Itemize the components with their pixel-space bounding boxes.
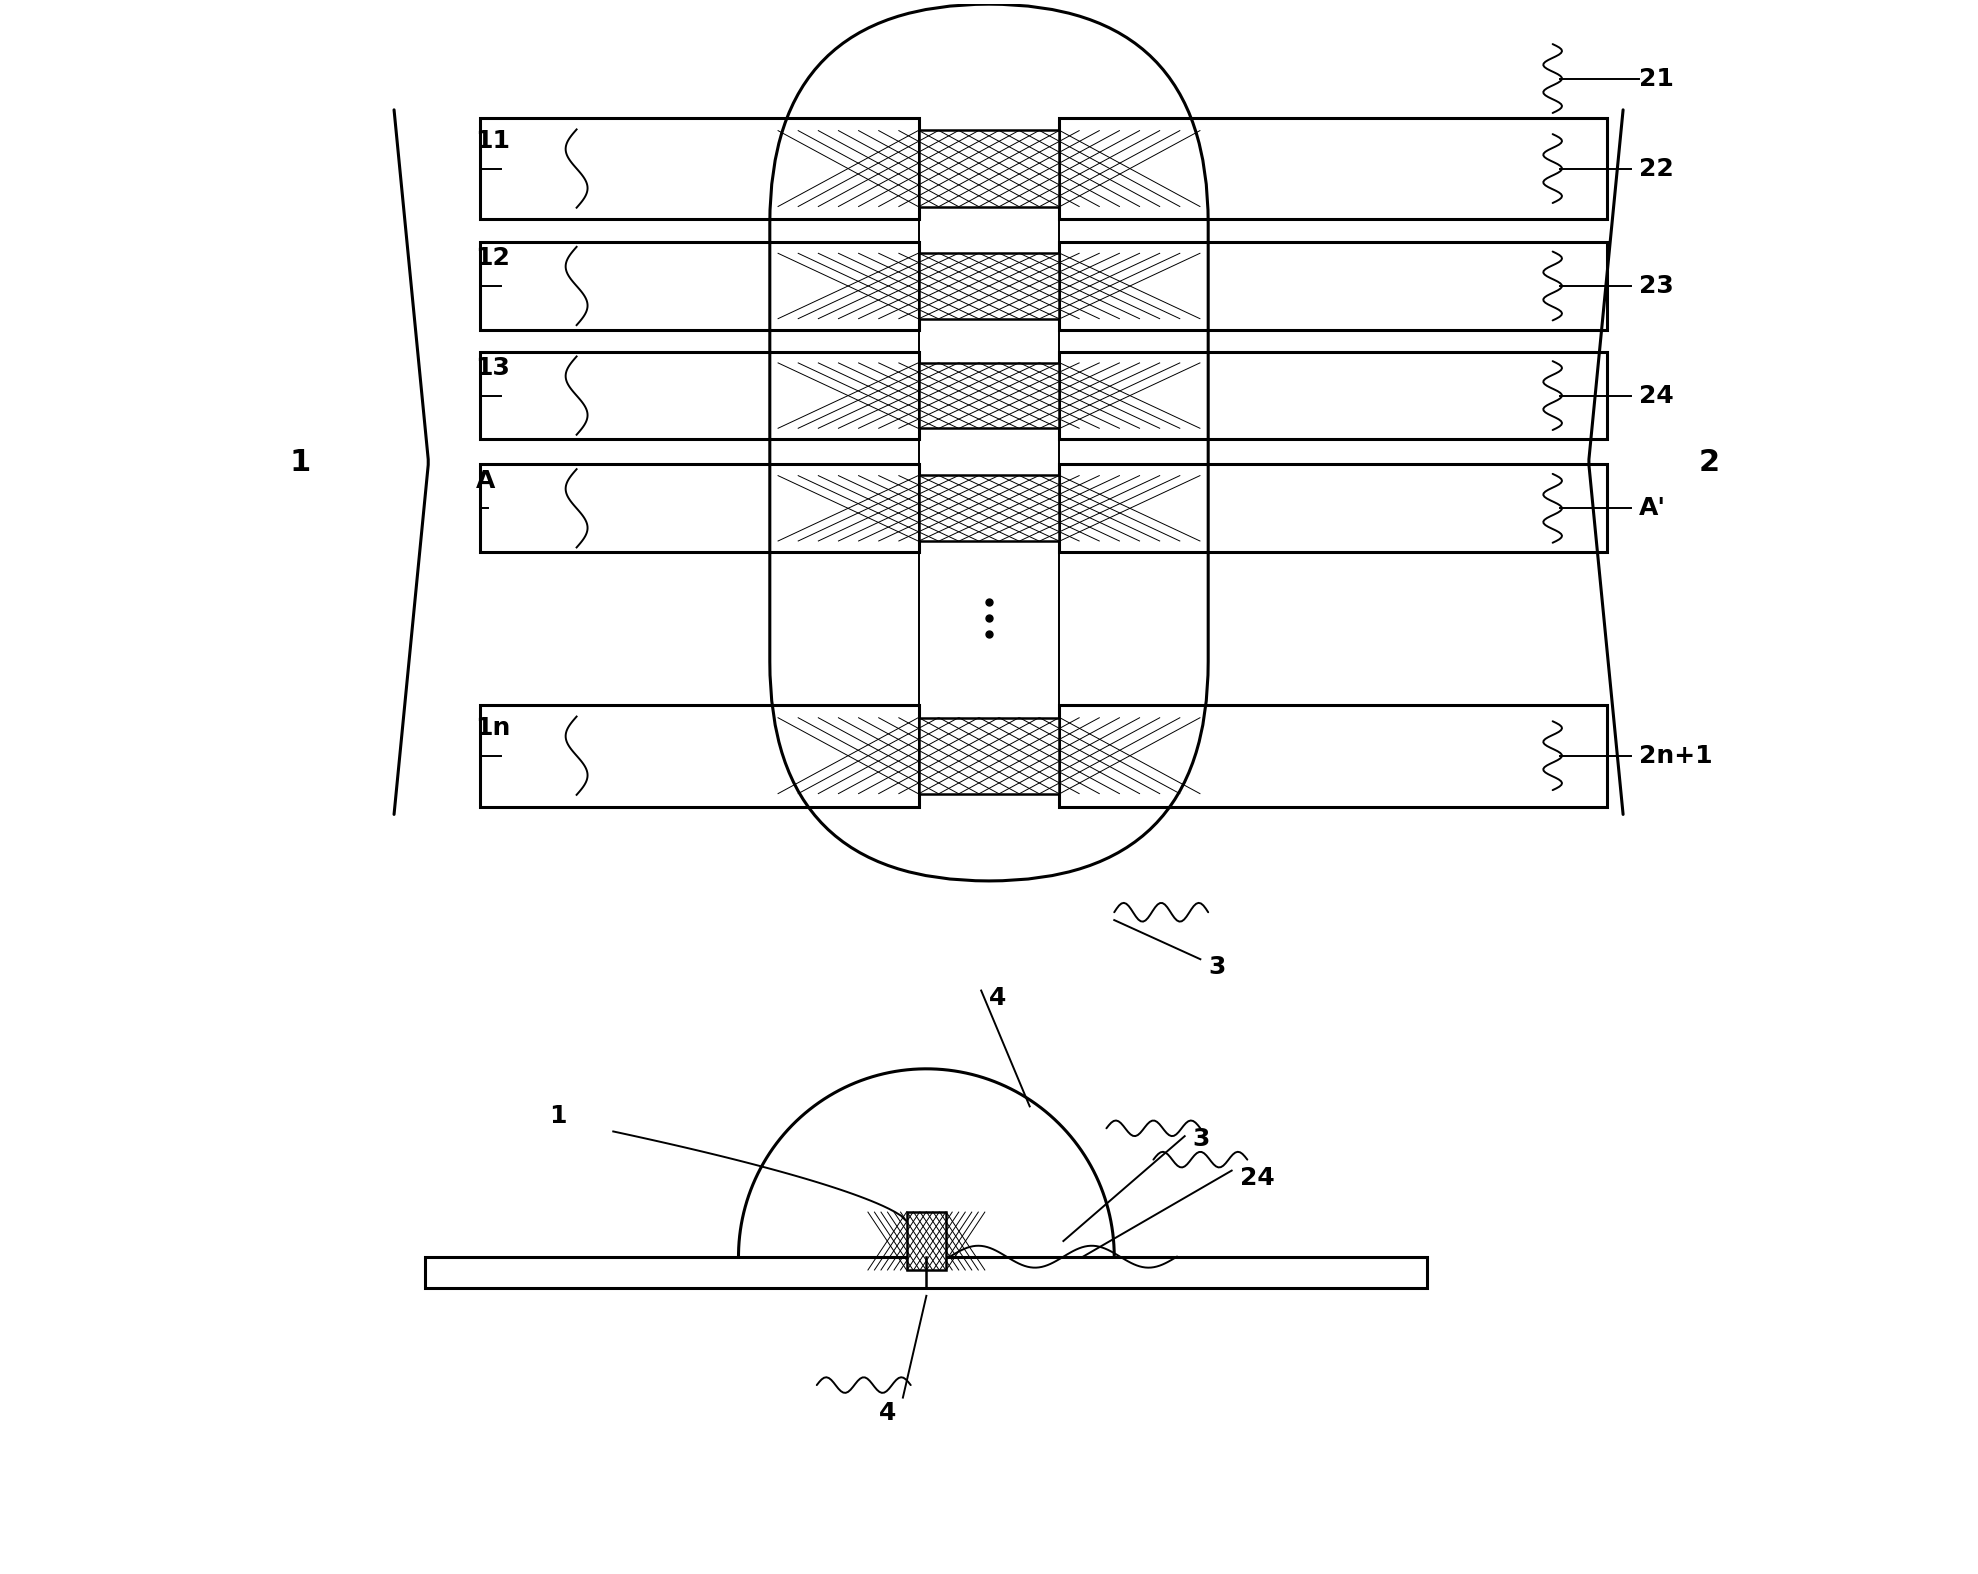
Text: 24: 24 [1638, 384, 1673, 408]
Text: 1: 1 [548, 1103, 566, 1129]
Bar [481, 705, 918, 806]
Bar [1060, 242, 1608, 331]
Bar [1060, 118, 1608, 219]
Text: 1n: 1n [475, 716, 510, 740]
Bar [481, 242, 918, 331]
Text: A': A' [1638, 496, 1665, 521]
Text: 2: 2 [1699, 447, 1719, 477]
Bar [481, 464, 918, 552]
Bar [918, 131, 1060, 206]
Bar [1060, 351, 1608, 439]
Text: 23: 23 [1638, 274, 1673, 297]
Text: 4: 4 [989, 987, 1007, 1011]
Text: A: A [475, 469, 494, 493]
Bar [918, 253, 1060, 320]
Text: 3: 3 [1209, 955, 1226, 979]
Text: 12: 12 [475, 246, 510, 271]
Text: 3: 3 [1193, 1127, 1211, 1151]
Bar [1060, 464, 1608, 552]
Text: 4: 4 [880, 1401, 896, 1426]
Text: 24: 24 [1240, 1166, 1274, 1190]
Bar [481, 351, 918, 439]
Text: 11: 11 [475, 129, 510, 153]
Bar [918, 718, 1060, 793]
Text: 13: 13 [475, 356, 510, 379]
Bar [481, 118, 918, 219]
Bar [918, 475, 1060, 541]
Text: 22: 22 [1638, 156, 1673, 181]
Bar [906, 1212, 945, 1270]
Text: 21: 21 [1638, 66, 1673, 91]
Bar [1060, 705, 1608, 806]
Bar [918, 362, 1060, 428]
Bar [425, 1256, 1428, 1288]
Text: 2n+1: 2n+1 [1638, 743, 1713, 768]
Text: 1: 1 [289, 447, 311, 477]
